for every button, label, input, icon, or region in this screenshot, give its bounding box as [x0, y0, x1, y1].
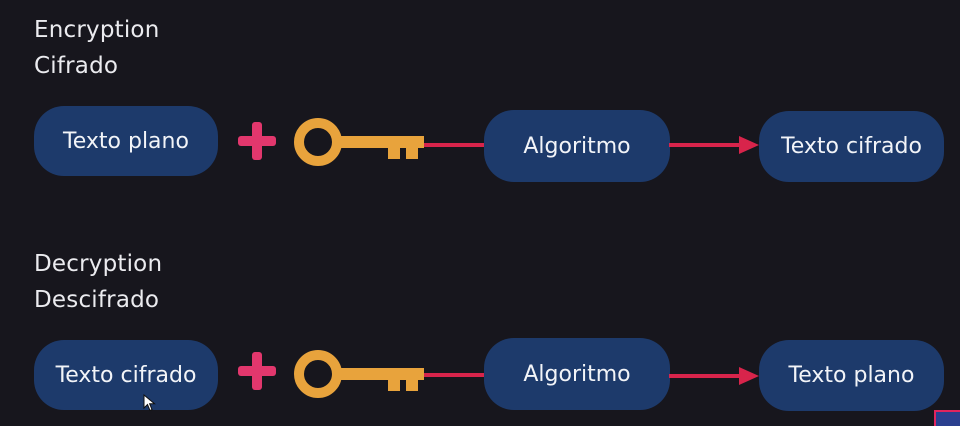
decryption-plaintext-node: Texto plano: [759, 340, 944, 411]
decryption-title: Decryption: [34, 251, 163, 277]
decryption-ciphertext-node: Texto cifrado: [34, 340, 218, 410]
connector-line: [424, 373, 488, 377]
encryption-title-es: Cifrado: [34, 53, 119, 79]
corner-overlay: [934, 410, 960, 426]
plus-icon: [238, 352, 276, 390]
key-icon: [294, 350, 424, 398]
mouse-cursor-icon: [143, 394, 156, 412]
arrow-right-icon: [669, 136, 759, 154]
decryption-title-es: Descifrado: [34, 287, 160, 313]
encryption-algorithm-node: Algoritmo: [484, 110, 670, 182]
plus-icon: [238, 122, 276, 160]
encryption-plaintext-node: Texto plano: [34, 106, 218, 176]
connector-line: [424, 143, 488, 147]
key-icon: [294, 118, 424, 166]
arrow-right-icon: [669, 367, 759, 385]
decryption-algorithm-node: Algoritmo: [484, 338, 670, 410]
encryption-title: Encryption: [34, 17, 160, 43]
encryption-ciphertext-node: Texto cifrado: [759, 111, 944, 182]
